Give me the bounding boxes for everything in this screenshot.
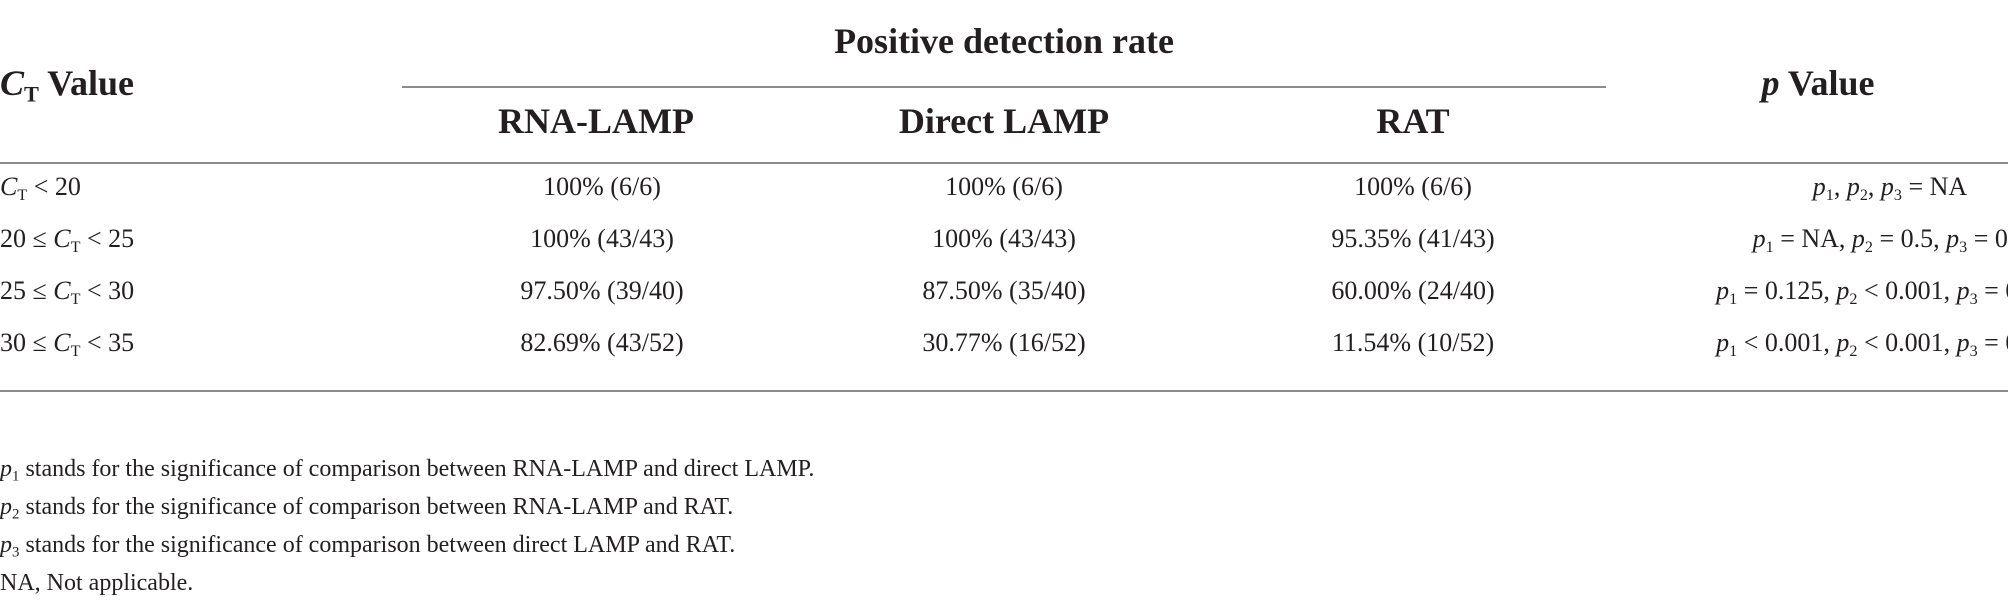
direct-lamp-rate-cell: 100% (43/43) — [932, 224, 1076, 253]
ct-range-cell: 20 ≤ CT < 25 — [0, 224, 135, 256]
direct-lamp-rate-cell: 100% (6/6) — [945, 172, 1063, 201]
p-value-text: = 0.5 — [1973, 224, 2008, 253]
p-subscript: 2 — [1864, 238, 1873, 256]
ct-subscript: T — [70, 238, 81, 256]
p-subscript: 2 — [1849, 290, 1858, 308]
p-value-text: , — [1833, 172, 1847, 201]
p-symbol: p — [1836, 328, 1850, 357]
p-value-text: , — [1867, 172, 1881, 201]
footnote-p3: p3 stands for the significance of compar… — [0, 532, 736, 561]
ct-range-suffix: < 25 — [80, 224, 135, 253]
footnote-text: stands for the significance of compariso… — [19, 494, 734, 520]
p-subscript: 1 — [1825, 186, 1834, 204]
rna-lamp-rate-cell: 97.50% (39/40) — [520, 276, 684, 305]
ct-range-cell: CT < 20 — [0, 172, 81, 204]
col-header-rat: RAT — [1376, 101, 1450, 141]
ct-range-prefix: 30 ≤ — [0, 328, 54, 357]
ct-range-suffix: < 20 — [27, 172, 81, 201]
p-subscript: 3 — [1893, 186, 1902, 204]
p-value-text: = NA — [1901, 172, 1968, 201]
p-value-text: < 0.001, — [1857, 328, 1957, 357]
ct-subscript: T — [70, 342, 81, 360]
p-header-label: Value — [1779, 63, 1875, 103]
ct-subscript: T — [17, 186, 28, 204]
ct-range-prefix: 25 ≤ — [0, 276, 54, 305]
na-footnote: NA, Not applicable. — [0, 570, 194, 596]
p-subscript: 3 — [1969, 342, 1978, 360]
ct-subscript: T — [24, 81, 39, 107]
rat-rate-cell: 100% (6/6) — [1354, 172, 1472, 201]
p-symbol: p — [1761, 63, 1780, 103]
p-subscript: 1 — [1729, 342, 1738, 360]
ct-range-cell: 25 ≤ CT < 30 — [0, 276, 135, 308]
ct-value-header: CT Value — [0, 62, 134, 107]
p-value-text: = 0.021 — [1984, 328, 2008, 357]
ct-symbol: C — [53, 276, 71, 305]
footnote-p1: p1 stands for the significance of compar… — [0, 456, 815, 485]
group-title: Positive detection rate — [834, 21, 1174, 61]
ct-symbol: C — [53, 328, 71, 357]
p-value-text: = 0.125, — [1737, 276, 1837, 305]
rna-lamp-rate-cell: 100% (43/43) — [530, 224, 674, 253]
p-symbol: p — [0, 494, 12, 520]
p-symbol: p — [1716, 276, 1730, 305]
rat-rate-cell: 95.35% (41/43) — [1331, 224, 1495, 253]
p-subscript: 2 — [1849, 342, 1858, 360]
ct-header-label: Value — [38, 63, 134, 103]
ct-symbol: C — [0, 63, 25, 103]
p-subscript: 2 — [12, 506, 20, 523]
p-value-text: = 0.5, — [1872, 224, 1947, 253]
ct-range-suffix: < 30 — [80, 276, 135, 305]
p-symbol: p — [1836, 276, 1850, 305]
p-value-header: p Value — [1761, 62, 1874, 104]
ct-symbol: C — [0, 172, 18, 201]
direct-lamp-rate-cell: 30.77% (16/52) — [922, 328, 1086, 357]
p-symbol: p — [1956, 328, 1970, 357]
header-bottom-rule — [0, 162, 2008, 164]
p-subscript: 1 — [12, 468, 20, 485]
rat-rate-cell: 11.54% (10/52) — [1331, 328, 1495, 357]
col-header-direct-lamp: Direct LAMP — [898, 101, 1110, 141]
p-symbol: p — [1946, 224, 1960, 253]
p-subscript: 3 — [12, 544, 20, 561]
p-symbol: p — [1851, 224, 1865, 253]
p-subscript: 3 — [1969, 290, 1978, 308]
p-symbol: p — [0, 456, 12, 482]
p-symbol: p — [1716, 328, 1730, 357]
p-value-text: < 0.001, — [1737, 328, 1837, 357]
ct-range-suffix: < 35 — [80, 328, 135, 357]
footnote-p2: p2 stands for the significance of compar… — [0, 494, 734, 523]
group-underline — [402, 86, 1606, 88]
p-symbol: p — [1846, 172, 1860, 201]
p-subscript: 1 — [1765, 238, 1774, 256]
footnote-text: stands for the significance of compariso… — [19, 456, 815, 482]
p-value-text: = 0.003 — [1984, 276, 2008, 305]
ct-symbol: C — [53, 224, 71, 253]
direct-lamp-rate-cell: 87.50% (35/40) — [922, 276, 1086, 305]
p-subscript: 2 — [1859, 186, 1868, 204]
p-symbol: p — [0, 532, 12, 558]
col-header-rna-lamp: RNA-LAMP — [498, 101, 694, 141]
ct-range-prefix: 20 ≤ — [0, 224, 54, 253]
p-symbol: p — [1956, 276, 1970, 305]
p-value-text: < 0.001, — [1857, 276, 1957, 305]
p-subscript: 1 — [1729, 290, 1738, 308]
rna-lamp-rate-cell: 82.69% (43/52) — [520, 328, 684, 357]
p-value-cell: p1 = NA, p2 = 0.5, p3 = 0.5 — [1752, 224, 2008, 256]
p-value-cell: p1, p2, p3 = NA — [1812, 172, 1968, 204]
p-value-cell: p1 = 0.125, p2 < 0.001, p3 = 0.003 — [1716, 276, 2008, 308]
rat-rate-cell: 60.00% (24/40) — [1331, 276, 1495, 305]
footnote-text: stands for the significance of compariso… — [19, 532, 736, 558]
ct-range-cell: 30 ≤ CT < 35 — [0, 328, 135, 360]
p-symbol: p — [1752, 224, 1766, 253]
p-value-text: = NA, — [1773, 224, 1852, 253]
p-symbol: p — [1880, 172, 1894, 201]
rna-lamp-rate-cell: 100% (6/6) — [543, 172, 661, 201]
p-value-cell: p1 < 0.001, p2 < 0.001, p3 = 0.021 — [1716, 328, 2008, 360]
p-symbol: p — [1812, 172, 1826, 201]
p-subscript: 3 — [1959, 238, 1968, 256]
ct-subscript: T — [70, 290, 81, 308]
table-bottom-rule — [0, 390, 2008, 392]
